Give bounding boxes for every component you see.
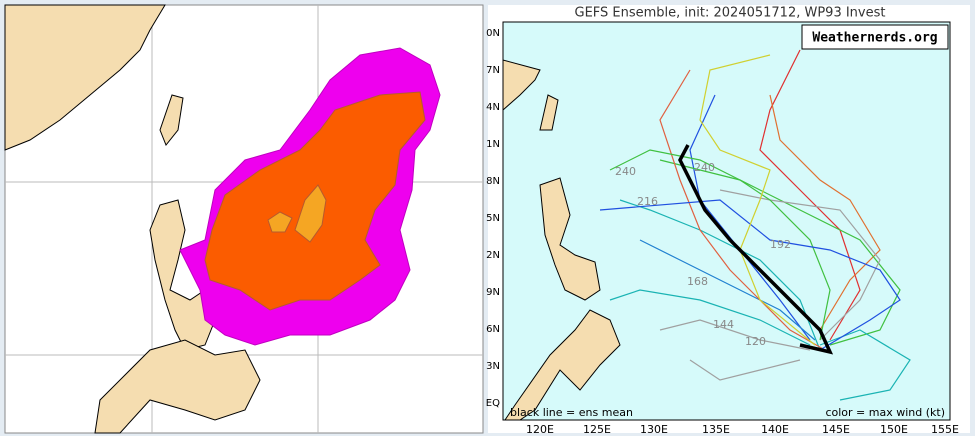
land-luzon	[539, 177, 601, 301]
lat-label: 4N	[486, 102, 500, 113]
lon-label: 125E	[583, 423, 611, 436]
lon-label: 135E	[702, 423, 730, 436]
land-mindanao	[94, 339, 261, 434]
ensemble-mean-track	[678, 144, 834, 355]
track-hour-label: 168	[687, 275, 708, 288]
ensemble-tracks	[599, 49, 911, 401]
land-china	[502, 59, 541, 112]
track-hour-label: 120	[745, 335, 766, 348]
land-taiwan	[539, 94, 559, 131]
lat-label: 1N	[486, 139, 500, 150]
lat-label: 8N	[486, 176, 500, 187]
lon-label: 155E	[931, 423, 959, 436]
right-map: 240 216 240 192 168 144 120 Weathernerds…	[486, 5, 970, 436]
lon-label: 145E	[822, 423, 850, 436]
track-hour-label: 144	[713, 318, 734, 331]
lat-label: 5N	[486, 213, 500, 224]
lon-label: 120E	[526, 423, 554, 436]
lon-label: 130E	[640, 423, 668, 436]
lon-label: 140E	[761, 423, 789, 436]
lat-label: 0N	[486, 28, 500, 39]
lon-labels: 120E 125E 130E 135E 140E 145E 150E 155E	[526, 423, 959, 436]
map-title: GEFS Ensemble, init: 2024051712, WP93 In…	[575, 6, 886, 21]
watermark-box	[801, 24, 949, 50]
lat-label: 9N	[486, 287, 500, 298]
lon-label: 150E	[880, 423, 908, 436]
probability-highest-1	[294, 184, 327, 243]
land-taiwan	[159, 94, 184, 146]
lat-label: EQ	[486, 398, 500, 409]
lat-label: 3N	[486, 361, 500, 372]
land-china	[4, 4, 166, 151]
left-map	[4, 4, 484, 434]
footer-left: black line = ens mean	[510, 406, 633, 419]
lat-label: 6N	[486, 324, 500, 335]
lat-label: 2N	[486, 250, 500, 261]
footer-right: color = max wind (kt)	[825, 406, 945, 419]
track-hour-label: 240	[694, 161, 715, 174]
probability-highest-2	[267, 211, 293, 233]
track-hour-label: 240	[615, 165, 636, 178]
land-mindanao	[504, 309, 621, 421]
track-hour-label: 192	[770, 238, 791, 251]
lat-labels: 0N 7N 4N 1N 8N 5N 2N 9N 6N 3N EQ	[486, 28, 500, 409]
track-labels: 240 216 240 192 168 144 120	[615, 161, 791, 348]
watermark: Weathernerds.org	[812, 31, 937, 46]
track-hour-label: 216	[637, 195, 658, 208]
lat-label: 7N	[486, 65, 500, 76]
